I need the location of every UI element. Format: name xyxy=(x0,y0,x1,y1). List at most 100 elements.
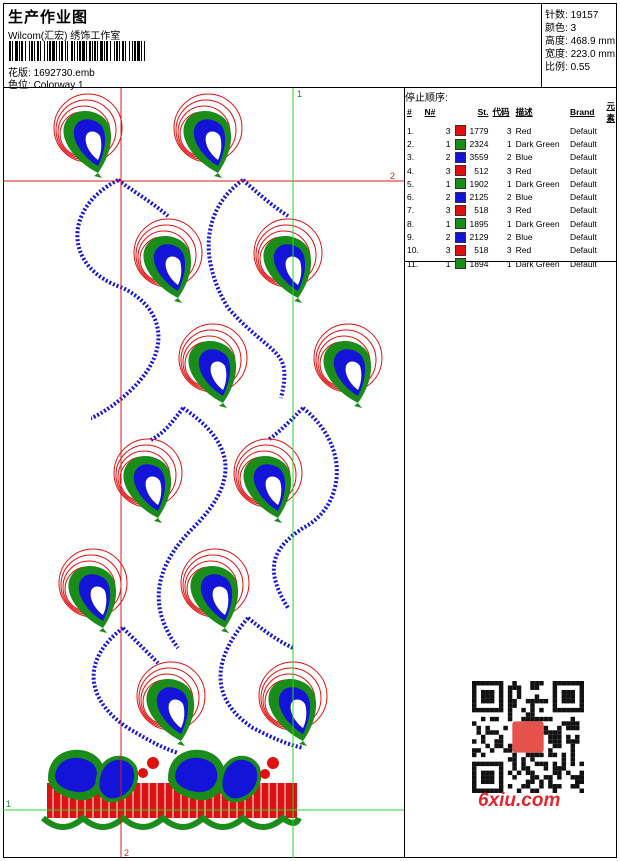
row-brand: Default xyxy=(569,218,597,229)
row-brand: Default xyxy=(569,178,597,189)
color-swatch xyxy=(454,165,466,177)
row-element xyxy=(604,137,617,150)
row-code: 1 xyxy=(506,178,512,189)
row-code: 3 xyxy=(506,125,512,136)
stop-sequence-panel: 停止顺序: # N# St. 代码 描述 Brand 元素 1. 3 1779 3 Re… xyxy=(405,88,617,270)
color-swatch xyxy=(454,205,466,217)
col-header: Brand xyxy=(569,107,595,117)
stat-label: 颜色: xyxy=(545,23,568,34)
row-needle: 3 xyxy=(445,125,451,136)
row-stitches: 518 xyxy=(474,245,489,256)
design-preview: 1 2 1 2 xyxy=(3,88,405,858)
row-code: 3 xyxy=(506,165,512,176)
color-swatch xyxy=(454,125,466,137)
row-element xyxy=(604,204,617,217)
row-needle: 1 xyxy=(445,218,451,229)
row-needle: 1 xyxy=(445,138,451,149)
colorway-label: 色位: xyxy=(8,80,31,91)
row-code: 1 xyxy=(506,218,512,229)
row-needle: 3 xyxy=(445,205,451,216)
row-needle: 2 xyxy=(445,232,451,243)
row-stitches: 1902 xyxy=(469,178,489,189)
guide-label-v2: 2 xyxy=(124,848,129,858)
row-element xyxy=(604,190,617,203)
row-code: 3 xyxy=(506,205,512,216)
color-swatch xyxy=(454,178,466,190)
stat-label: 高度: xyxy=(545,36,568,47)
pattern-label: 花版: xyxy=(8,68,31,79)
row-element xyxy=(604,217,617,230)
stat-label: 宽度: xyxy=(545,49,568,60)
color-swatch xyxy=(454,258,466,270)
row-swatch xyxy=(453,244,468,257)
row-element xyxy=(604,230,617,243)
row-index: 8. xyxy=(407,218,415,229)
stat-value: 19157 xyxy=(570,10,599,21)
row-index: 11. xyxy=(407,258,419,269)
stat-label: 比例: xyxy=(545,62,568,73)
row-stitches: 2125 xyxy=(469,192,489,203)
row-index: 9. xyxy=(407,232,415,243)
row-index: 6. xyxy=(407,192,415,203)
row-code: 1 xyxy=(506,138,512,149)
row-index: 2. xyxy=(407,138,415,149)
row-desc: Blue xyxy=(515,192,533,203)
stop-sequence-title: 停止顺序: xyxy=(405,93,448,104)
row-swatch xyxy=(453,217,468,230)
row-index: 10. xyxy=(407,245,419,256)
embroidery-canvas: 1 2 1 2 xyxy=(3,88,404,858)
row-element xyxy=(604,244,617,257)
col-header: N# xyxy=(424,107,436,117)
barcode xyxy=(9,41,145,61)
table-row: 9. 2 2129 2 Blue Default xyxy=(405,230,617,243)
row-brand: Default xyxy=(569,152,597,163)
table-row: 8. 1 1895 1 Dark Green Default xyxy=(405,217,617,230)
table-row: 5. 1 1902 1 Dark Green Default xyxy=(405,177,617,190)
color-swatch xyxy=(454,218,466,230)
color-swatch xyxy=(454,138,466,150)
company-name: Wilcom(汇宏) 绣饰工作室 xyxy=(8,31,121,42)
row-needle: 3 xyxy=(445,165,451,176)
row-index: 5. xyxy=(407,178,415,189)
row-brand: Default xyxy=(569,138,597,149)
row-desc: Red xyxy=(515,245,532,256)
stat-width: 宽度: 223.0 mm xyxy=(545,45,615,60)
row-desc: Dark Green xyxy=(515,138,560,149)
colorway-value: Colorway 1 xyxy=(33,80,84,91)
color-swatch xyxy=(454,191,466,203)
stat-value: 0.55 xyxy=(570,62,591,73)
row-desc: Blue xyxy=(515,152,533,163)
row-swatch xyxy=(453,190,468,203)
row-desc: Red xyxy=(515,125,532,136)
row-code: 3 xyxy=(506,245,512,256)
qr-code-icon xyxy=(472,681,584,793)
row-swatch xyxy=(453,257,468,270)
row-code: 2 xyxy=(506,152,512,163)
row-element xyxy=(604,257,617,270)
table-row: 11. 1 1894 1 Dark Green Default xyxy=(405,257,617,270)
col-header: 代码 xyxy=(492,107,510,117)
row-desc: Dark Green xyxy=(515,258,560,269)
table-row: 10. 3 518 3 Red Default xyxy=(405,244,617,257)
row-desc: Dark Green xyxy=(515,218,560,229)
col-header: 元素 xyxy=(606,101,615,123)
row-needle: 1 xyxy=(445,178,451,189)
watermark-brand: 6xiu.com xyxy=(478,790,561,811)
row-swatch xyxy=(453,137,468,150)
color-swatch xyxy=(454,151,466,163)
table-header-row: # N# St. 代码 描述 Brand 元素 xyxy=(405,100,617,124)
sheet-frame xyxy=(3,3,617,858)
row-swatch xyxy=(453,151,468,164)
row-element xyxy=(604,177,617,190)
table-row: 3. 2 3559 2 Blue Default xyxy=(405,151,617,164)
pattern-value: 1692730.emb xyxy=(33,68,95,79)
col-header: St. xyxy=(477,107,489,117)
row-brand: Default xyxy=(569,258,597,269)
row-stitches: 518 xyxy=(474,205,489,216)
color-swatch xyxy=(454,244,466,256)
pattern-line: 花版: 1692730.emb xyxy=(8,64,95,79)
stat-value: 3 xyxy=(570,23,577,34)
stat-scale: 比例: 0.55 xyxy=(545,58,590,73)
row-stitches: 512 xyxy=(474,165,489,176)
colorway-line: 色位: Colorway 1 xyxy=(8,76,84,91)
